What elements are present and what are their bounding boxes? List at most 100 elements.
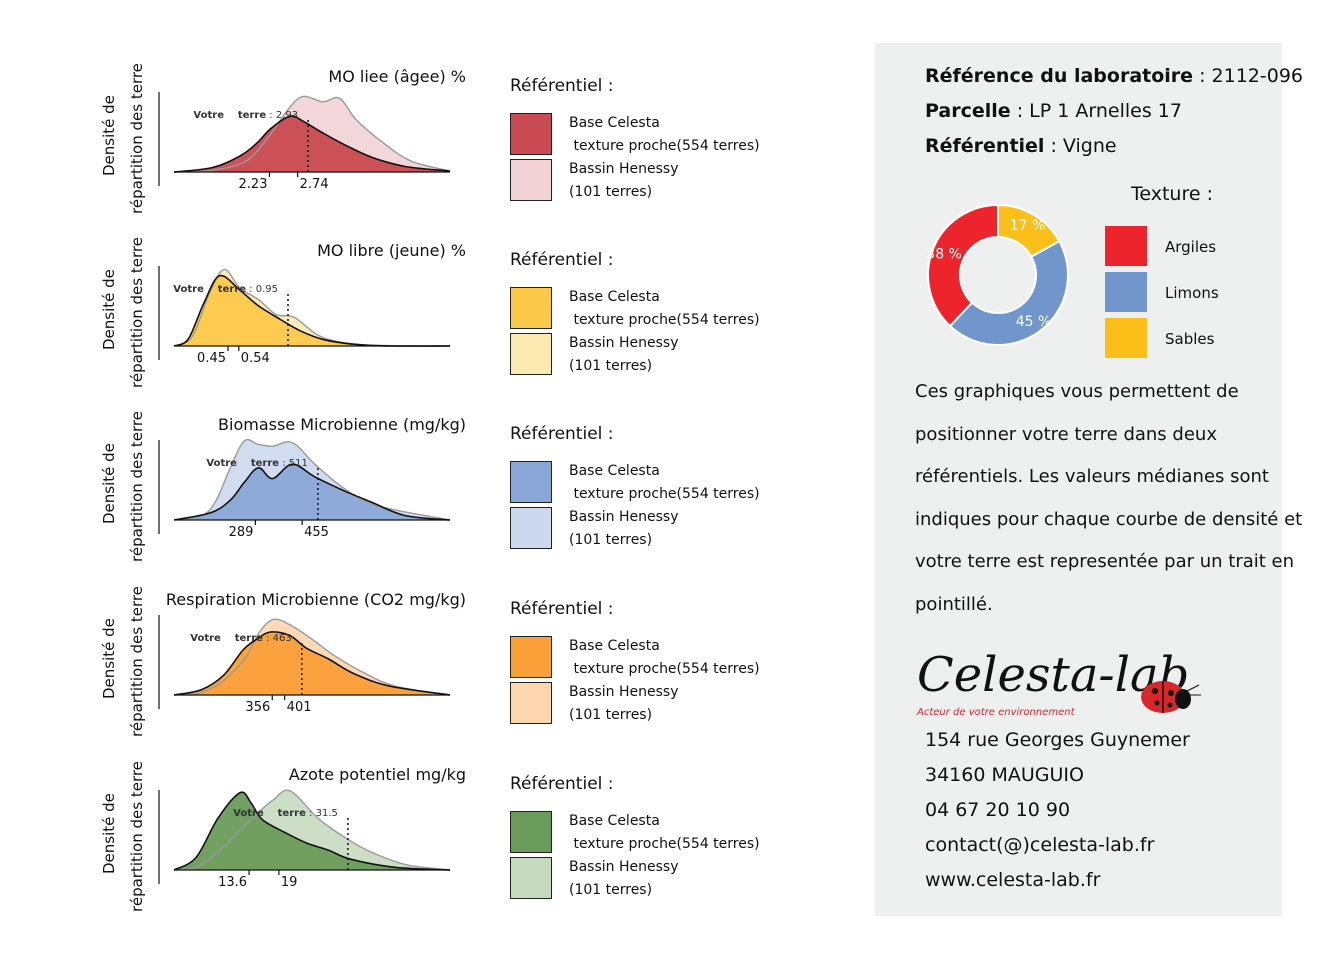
density-curve-celesta xyxy=(173,791,451,871)
density-panel-5: Densité de répartition des terre Azote pot… xyxy=(0,760,480,930)
legend-swatch-celesta xyxy=(510,636,552,678)
chart-title: Respiration Microbienne (CO2 mg/kg) xyxy=(166,590,466,609)
legend-label-celesta: Base Celesta texture proche(554 terres) xyxy=(569,638,760,677)
texture-label-argiles: Argiles xyxy=(1165,238,1217,256)
density-curve-henessy xyxy=(173,618,451,696)
votre-terre-label: Votre terre : 511 xyxy=(206,458,308,469)
lab-reference-value: : 2112-096 xyxy=(1193,65,1304,87)
donut-slice-limons xyxy=(948,239,1069,346)
density-panel-4: Densité de répartition des terre Respirati… xyxy=(0,585,480,755)
referentiel-legend: Référentiel : Base Celesta texture proche… xyxy=(510,76,810,226)
density-chart: Respiration Microbienne (CO2 mg/kg) Votre… xyxy=(158,590,466,715)
legend-label-celesta: Base Celesta texture proche(554 terres) xyxy=(569,813,760,852)
legend-title: Référentiel : xyxy=(510,599,614,619)
chart-title: MO libre (jeune) % xyxy=(317,241,466,260)
median-label: 0.45 xyxy=(197,351,226,366)
legend-label-celesta: Base Celesta texture proche(554 terres) xyxy=(569,115,760,154)
legend-swatch-henessy xyxy=(510,682,552,724)
legend-label-henessy: Bassin Henessy (101 terres) xyxy=(569,161,679,200)
votre-terre-label: Votre terre : 0.95 xyxy=(173,284,278,295)
legend-swatch-celesta xyxy=(510,113,552,155)
density-chart: MO liee (âgee) % Votre terre : 2.93 2.23 2.… xyxy=(158,67,466,192)
contact-website[interactable]: www.celesta-lab.fr xyxy=(925,869,1101,891)
texture-label-sables: Sables xyxy=(1165,330,1215,348)
legend-title: Référentiel : xyxy=(510,424,614,444)
contact-phone: 04 67 20 10 90 xyxy=(925,799,1071,821)
side-panel: Référence du laboratoire : 2112-096 Parc… xyxy=(875,43,1303,916)
legend-title: Référentiel : xyxy=(510,76,614,96)
referentiel-legend: Référentiel : Base Celesta texture proche… xyxy=(510,250,810,400)
texture-donut-chart: 17 % 45 % 38 % xyxy=(926,203,1069,346)
legend-swatch-henessy xyxy=(510,857,552,899)
density-area-celesta xyxy=(174,464,450,520)
lab-reference-label: Référence du laboratoire xyxy=(925,65,1194,87)
donut-label-sables: 17 % xyxy=(1010,218,1046,234)
median-label: 13.6 xyxy=(218,875,247,890)
median-label: 2.23 xyxy=(239,177,268,192)
contact-street: 154 rue Georges Guynemer xyxy=(925,729,1190,751)
legend-label-henessy: Bassin Henessy (101 terres) xyxy=(569,859,679,898)
legend-title: Référentiel : xyxy=(510,250,614,270)
celesta-lab-logo: Celesta-lab Acteur de votre environnemen… xyxy=(916,647,1201,718)
texture-title: Texture : xyxy=(1131,183,1213,205)
legend-swatch-celesta xyxy=(510,461,552,503)
density-panel-2: Densité de répartition des terre MO libre … xyxy=(0,236,480,406)
parcelle: Parcelle : LP 1 Arnelles 17 xyxy=(925,100,1182,122)
contact-email[interactable]: contact(@)celesta-lab.fr xyxy=(925,834,1155,856)
referentiel-label: Référentiel xyxy=(925,135,1045,157)
legend-swatch-celesta xyxy=(510,811,552,853)
density-curve-henessy xyxy=(173,438,451,521)
density-chart: MO libre (jeune) % Votre terre : 0.95 0.45… xyxy=(158,241,466,366)
median-label: 2.74 xyxy=(300,177,329,192)
legend-label-henessy: Bassin Henessy (101 terres) xyxy=(569,684,679,723)
legend-label-henessy: Bassin Henessy (101 terres) xyxy=(569,509,679,548)
legend-label-celesta: Base Celesta texture proche(554 terres) xyxy=(569,463,760,502)
legend-swatch-celesta xyxy=(510,287,552,329)
density-chart: Biomasse Microbienne (mg/kg) Votre terre … xyxy=(158,415,466,540)
referentiel: Référentiel : Vigne xyxy=(925,135,1117,157)
density-curve-celesta xyxy=(173,274,451,347)
legend-label-celesta: Base Celesta texture proche(554 terres) xyxy=(569,289,760,328)
chart-title: Azote potentiel mg/kg xyxy=(289,765,466,784)
median-label: 289 xyxy=(229,525,254,540)
texture-swatch-sables xyxy=(1105,318,1147,358)
referentiel-value: : Vigne xyxy=(1044,135,1117,157)
legend-label-henessy: Bassin Henessy (101 terres) xyxy=(569,335,679,374)
legend-swatch-henessy xyxy=(510,333,552,375)
votre-terre-label: Votre terre : 31.5 xyxy=(233,808,338,819)
ladybug-icon xyxy=(1141,681,1201,713)
legend-swatch-henessy xyxy=(510,159,552,201)
median-label: 455 xyxy=(304,525,329,540)
donut-slice-argiles xyxy=(927,203,999,328)
density-panel-3: Densité de répartition des terre Biomasse … xyxy=(0,410,480,580)
density-area-celesta xyxy=(174,631,450,695)
logo-tagline: Acteur de votre environnement xyxy=(916,707,1076,718)
referentiel-legend: Référentiel : Base Celesta texture proche… xyxy=(510,424,810,574)
contact-city: 34160 MAUGUIO xyxy=(925,764,1084,786)
description-text: Ces graphiques vous permettent de positi… xyxy=(915,381,1303,615)
density-curve-celesta xyxy=(173,463,451,521)
texture-label-limons: Limons xyxy=(1165,284,1219,302)
legend-title: Référentiel : xyxy=(510,774,614,794)
referentiel-legend: Référentiel : Base Celesta texture proche… xyxy=(510,599,810,749)
chart-title: MO liee (âgee) % xyxy=(328,67,466,86)
texture-swatch-limons xyxy=(1105,272,1147,312)
texture-swatch-argiles xyxy=(1105,226,1147,266)
median-label: 356 xyxy=(245,700,270,715)
votre-terre-label: Votre terre : 463 xyxy=(190,633,292,644)
density-curve-henessy xyxy=(173,789,451,871)
density-curve-henessy xyxy=(173,95,451,173)
parcelle-value: : LP 1 Arnelles 17 xyxy=(1010,100,1182,122)
median-label: 401 xyxy=(287,700,312,715)
density-chart: Azote potentiel mg/kg Votre terre : 31.5 1… xyxy=(158,765,466,890)
density-curve-celesta xyxy=(173,115,451,173)
lab-reference: Référence du laboratoire : 2112-096 xyxy=(925,65,1303,87)
legend-swatch-henessy xyxy=(510,507,552,549)
density-area-celesta xyxy=(174,792,450,870)
density-curve-celesta xyxy=(173,631,451,696)
referentiel-legend: Référentiel : Base Celesta texture proche… xyxy=(510,774,810,924)
donut-label-limons: 45 % xyxy=(1016,314,1052,330)
votre-terre-label: Votre terre : 2.93 xyxy=(193,110,298,121)
median-label: 0.54 xyxy=(241,351,270,366)
donut-label-argiles: 38 % xyxy=(926,247,962,263)
